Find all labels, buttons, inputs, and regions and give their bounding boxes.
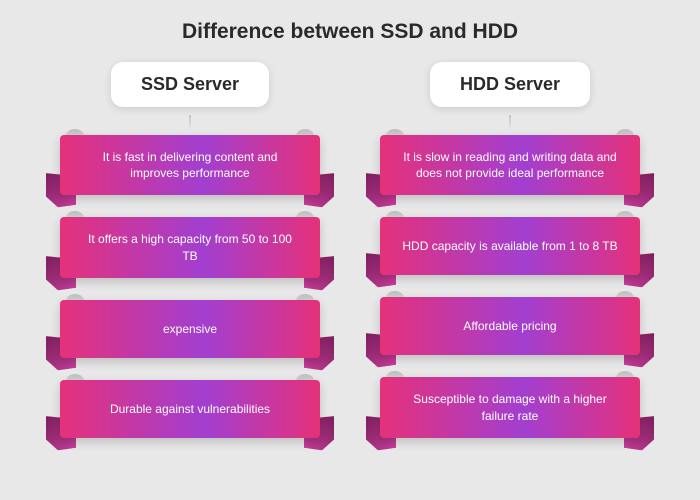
ribbon-item: Durable against vulnerabilities [60, 380, 320, 438]
ribbon-item: Affordable pricing [380, 297, 640, 355]
ribbon-text: It is fast in delivering content and imp… [60, 135, 320, 195]
ribbon-text: Susceptible to damage with a higher fail… [380, 377, 640, 437]
ribbons-hdd: It is slow in reading and writing data a… [380, 135, 640, 438]
ribbon-item: It is fast in delivering content and imp… [60, 135, 320, 195]
column-hdd: HDD Server It is slow in reading and wri… [380, 62, 640, 438]
ribbon-item: HDD capacity is available from 1 to 8 TB [380, 217, 640, 275]
ribbon-text: It offers a high capacity from 50 to 100… [60, 217, 320, 277]
page-title: Difference between SSD and HDD [182, 20, 518, 44]
connector-line [509, 115, 511, 129]
ribbon-item: Susceptible to damage with a higher fail… [380, 377, 640, 437]
columns-wrapper: SSD Server It is fast in delivering cont… [40, 62, 660, 438]
connector-line [189, 115, 191, 129]
ribbon-text: expensive [60, 300, 320, 358]
ribbon-text: Affordable pricing [380, 297, 640, 355]
column-ssd: SSD Server It is fast in delivering cont… [60, 62, 320, 438]
ribbon-item: It is slow in reading and writing data a… [380, 135, 640, 195]
ribbon-item: expensive [60, 300, 320, 358]
ribbon-item: It offers a high capacity from 50 to 100… [60, 217, 320, 277]
ribbon-text: Durable against vulnerabilities [60, 380, 320, 438]
infographic-container: Difference between SSD and HDD SSD Serve… [0, 0, 700, 500]
ribbons-ssd: It is fast in delivering content and imp… [60, 135, 320, 438]
ribbon-text: HDD capacity is available from 1 to 8 TB [380, 217, 640, 275]
ribbon-text: It is slow in reading and writing data a… [380, 135, 640, 195]
header-ssd: SSD Server [111, 62, 269, 107]
header-hdd: HDD Server [430, 62, 590, 107]
